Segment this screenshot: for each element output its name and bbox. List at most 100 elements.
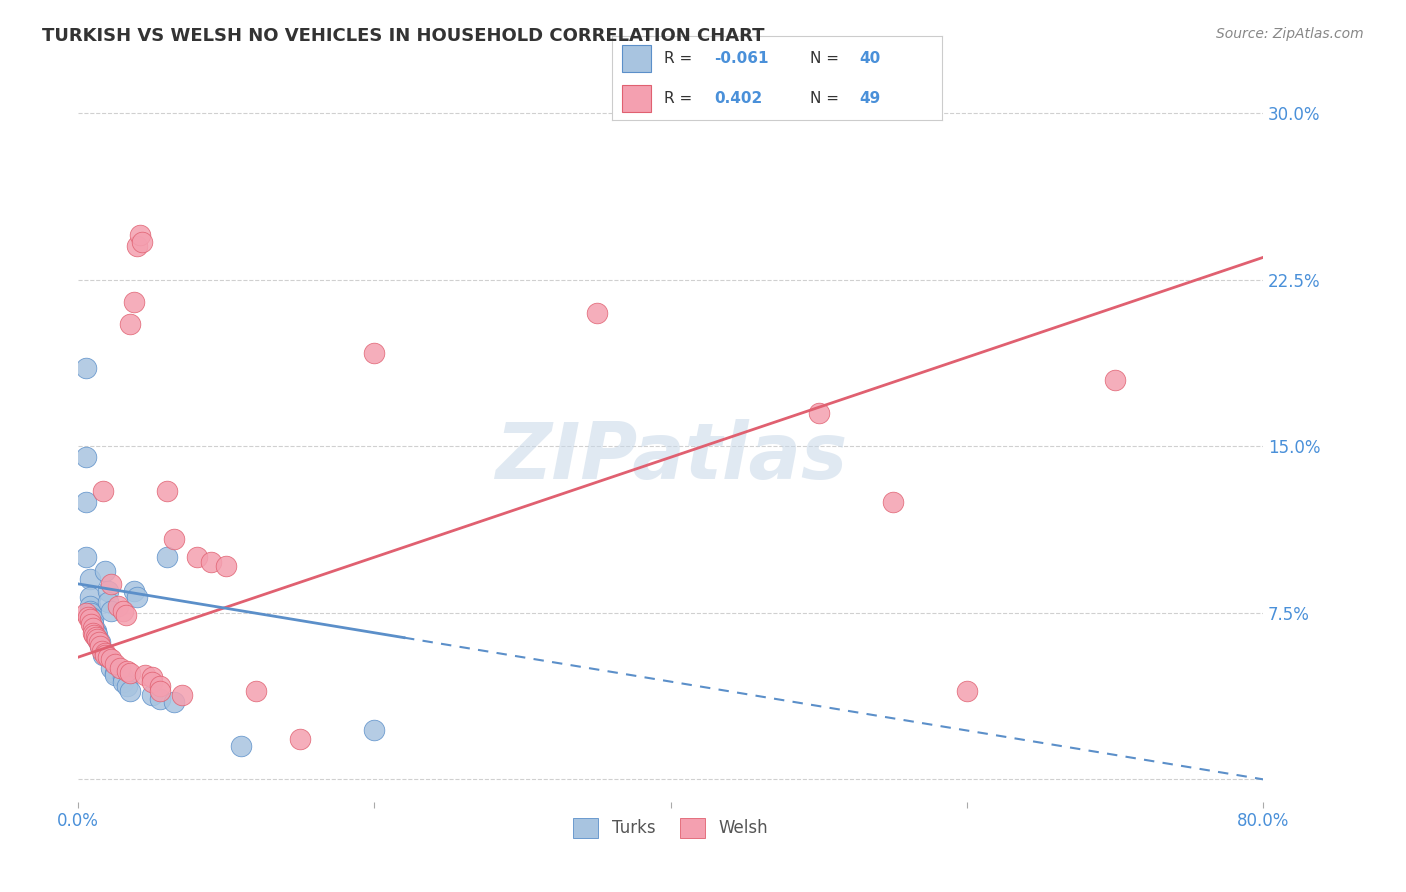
- Point: [91, 643, 114, 657]
- Text: 40: 40: [859, 51, 880, 66]
- Point: [104, 665, 127, 680]
- Point: [149, 683, 172, 698]
- Point: [585, 306, 607, 320]
- Point: [100, 577, 122, 591]
- FancyBboxPatch shape: [621, 45, 651, 72]
- Point: [127, 591, 149, 605]
- Point: [94, 564, 117, 578]
- Text: R =: R =: [665, 91, 697, 106]
- Point: [86, 632, 108, 647]
- Point: [108, 661, 131, 675]
- Point: [115, 679, 138, 693]
- Point: [229, 739, 252, 753]
- Point: [80, 606, 103, 620]
- Point: [114, 607, 136, 622]
- Point: [111, 674, 134, 689]
- Point: [290, 732, 312, 747]
- Point: [141, 674, 163, 689]
- Point: [118, 683, 141, 698]
- Point: [79, 599, 101, 613]
- Point: [141, 688, 163, 702]
- Point: [163, 533, 186, 547]
- Text: ZIPatlas: ZIPatlas: [495, 419, 846, 495]
- Point: [86, 628, 108, 642]
- Point: [84, 625, 107, 640]
- Point: [84, 630, 107, 644]
- Point: [111, 603, 134, 617]
- Point: [807, 406, 830, 420]
- Point: [82, 625, 104, 640]
- Point: [215, 559, 238, 574]
- Point: [94, 648, 117, 662]
- Point: [115, 664, 138, 678]
- Point: [882, 494, 904, 508]
- Point: [79, 591, 101, 605]
- Point: [124, 294, 146, 309]
- Point: [82, 612, 104, 626]
- Text: R =: R =: [665, 51, 697, 66]
- Point: [79, 603, 101, 617]
- Point: [82, 621, 104, 635]
- Point: [104, 657, 127, 671]
- Text: 0.402: 0.402: [714, 91, 762, 106]
- Point: [200, 555, 222, 569]
- Point: [75, 494, 97, 508]
- Point: [97, 583, 120, 598]
- Point: [149, 679, 172, 693]
- Point: [80, 610, 103, 624]
- Point: [75, 550, 97, 565]
- Point: [89, 639, 111, 653]
- Point: [97, 650, 120, 665]
- Point: [79, 612, 101, 626]
- Text: N =: N =: [810, 91, 844, 106]
- Point: [118, 665, 141, 680]
- Point: [94, 646, 117, 660]
- FancyBboxPatch shape: [621, 85, 651, 112]
- Point: [75, 450, 97, 465]
- Legend: Turks, Welsh: Turks, Welsh: [567, 811, 775, 845]
- Point: [82, 621, 104, 635]
- Point: [156, 483, 179, 498]
- Point: [86, 632, 108, 647]
- Point: [170, 688, 193, 702]
- Point: [956, 683, 979, 698]
- Text: -0.061: -0.061: [714, 51, 769, 66]
- Text: 49: 49: [859, 91, 880, 106]
- Point: [100, 652, 122, 666]
- Point: [124, 583, 146, 598]
- Point: [75, 361, 97, 376]
- Point: [163, 695, 186, 709]
- Point: [89, 639, 111, 653]
- Point: [91, 648, 114, 662]
- Point: [100, 661, 122, 675]
- Point: [83, 628, 105, 642]
- Point: [75, 606, 97, 620]
- Text: N =: N =: [810, 51, 844, 66]
- Point: [186, 550, 208, 565]
- Point: [77, 610, 100, 624]
- Point: [363, 723, 385, 738]
- Point: [149, 692, 172, 706]
- Point: [363, 346, 385, 360]
- Point: [129, 228, 152, 243]
- Point: [1104, 372, 1126, 386]
- Point: [156, 550, 179, 565]
- Point: [245, 683, 267, 698]
- Point: [87, 634, 110, 648]
- Point: [82, 616, 104, 631]
- Point: [104, 668, 127, 682]
- Point: [111, 670, 134, 684]
- Point: [118, 317, 141, 331]
- Point: [100, 603, 122, 617]
- Point: [107, 599, 129, 613]
- Text: TURKISH VS WELSH NO VEHICLES IN HOUSEHOLD CORRELATION CHART: TURKISH VS WELSH NO VEHICLES IN HOUSEHOL…: [42, 27, 765, 45]
- Text: Source: ZipAtlas.com: Source: ZipAtlas.com: [1216, 27, 1364, 41]
- Point: [90, 643, 112, 657]
- Point: [134, 668, 156, 682]
- Point: [127, 239, 149, 253]
- Point: [141, 670, 163, 684]
- Point: [91, 483, 114, 498]
- Point: [131, 235, 153, 249]
- Point: [89, 634, 111, 648]
- Point: [79, 573, 101, 587]
